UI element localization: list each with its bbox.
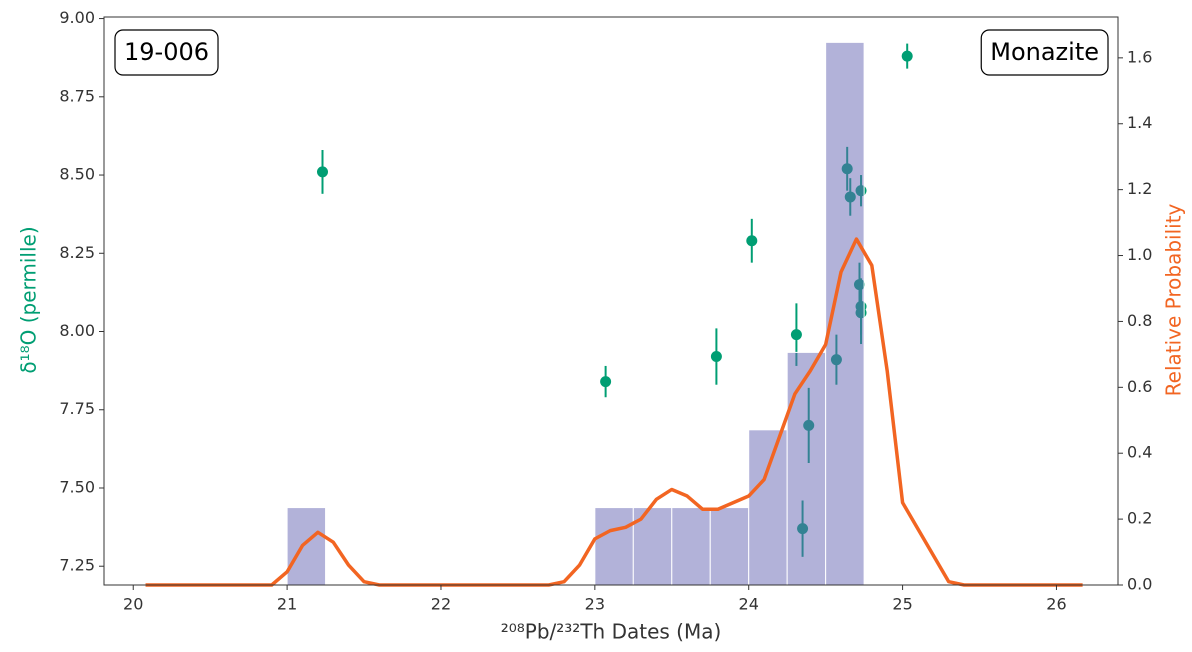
histogram-bar <box>594 507 634 586</box>
annotation-box <box>980 29 1109 76</box>
y-tick-label: 8.75 <box>59 86 95 105</box>
point <box>790 329 802 341</box>
x-tick-label: 25 <box>892 595 912 614</box>
histogram-bar <box>709 507 750 586</box>
y-tick-label: 9.00 <box>59 8 95 27</box>
annotation: 19-006 <box>114 29 219 76</box>
x-tick-label: 26 <box>1046 595 1066 614</box>
y-tick-label: 7.25 <box>59 556 95 575</box>
y-tick-label: 8.25 <box>59 243 95 262</box>
x-tick-label: 20 <box>123 595 143 614</box>
point <box>746 235 758 247</box>
annotation-text: Monazite <box>990 38 1099 66</box>
annotation: Monazite <box>980 29 1109 76</box>
x-tick-label: 22 <box>431 595 451 614</box>
probability-curve <box>145 237 1083 587</box>
point <box>901 50 913 62</box>
y-tick-label: 7.50 <box>59 477 95 496</box>
histogram-bar <box>671 507 711 586</box>
x-tick-label: 24 <box>739 595 759 614</box>
point <box>316 166 328 178</box>
y2-tick-label: 0.6 <box>1127 377 1152 396</box>
y2-tick-label: 1.0 <box>1127 245 1152 264</box>
y2-tick-label: 0.4 <box>1127 443 1152 462</box>
y2-axis-label: Relative Probability <box>1162 203 1186 396</box>
histogram-bar <box>286 507 327 586</box>
histogram-bar <box>786 351 827 586</box>
y2-tick-label: 0.8 <box>1127 311 1152 330</box>
histogram-bar <box>748 429 788 586</box>
y2-tick-label: 1.2 <box>1127 179 1152 198</box>
y-tick-label: 8.50 <box>59 165 95 184</box>
y-tick-label: 7.75 <box>59 399 95 418</box>
plot-frame <box>103 16 1119 586</box>
annotation-text: 19-006 <box>124 38 209 66</box>
point <box>600 376 612 388</box>
x-axis-label: ²⁰⁸Pb/²³²Th Dates (Ma) <box>501 620 722 644</box>
y-tick-label: 8.00 <box>59 321 95 340</box>
y2-tick-label: 1.6 <box>1127 47 1152 66</box>
x-tick-label: 21 <box>277 595 297 614</box>
annotation-box <box>114 29 219 76</box>
y2-tick-label: 1.4 <box>1127 113 1152 132</box>
y2-tick-label: 0.0 <box>1127 575 1152 594</box>
y2-tick-label: 0.2 <box>1127 509 1152 528</box>
point <box>710 351 722 363</box>
x-tick-label: 23 <box>585 595 605 614</box>
y-axis-label: δ¹⁸O (permille) <box>17 226 41 373</box>
